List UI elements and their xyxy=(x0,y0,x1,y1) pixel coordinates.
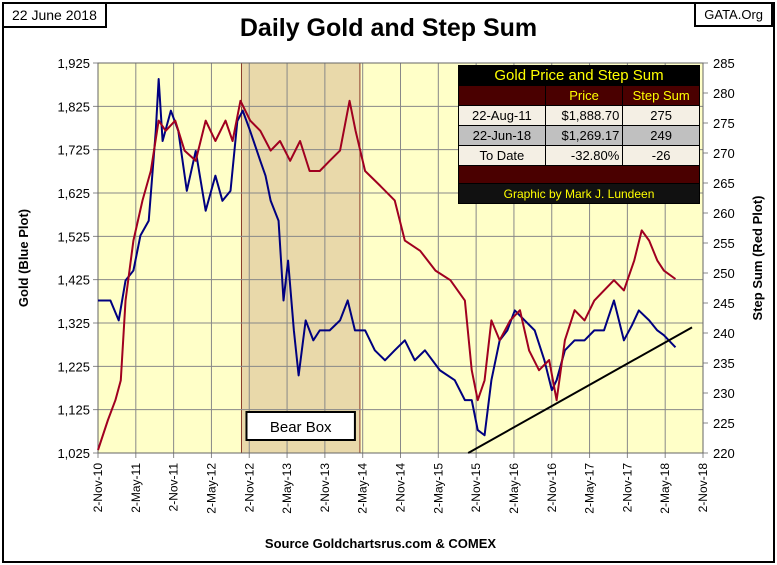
trend-line xyxy=(467,326,693,454)
y2-tick-label: 285 xyxy=(713,56,735,71)
x-tick-label: 2-Nov-17 xyxy=(620,463,634,513)
x-axis-label: Source Goldchartsrus.com & COMEX xyxy=(265,536,496,551)
y2-tick-label: 235 xyxy=(713,356,735,371)
x-tick-label: 2-May-18 xyxy=(658,463,672,514)
table-footer: Graphic by Mark J. Lundeen xyxy=(458,183,700,204)
y2-tick-label: 245 xyxy=(713,296,735,311)
y-axis-label: Gold (Blue Plot) xyxy=(16,209,31,307)
summary-table: Gold Price and Step Sum Price Step Sum 2… xyxy=(458,65,700,204)
cell: To Date xyxy=(458,145,546,166)
x-tick-label: 2-May-12 xyxy=(204,463,218,514)
y2-tick-label: 240 xyxy=(713,326,735,341)
step-sum-line xyxy=(97,99,677,451)
table-header-row: Price Step Sum xyxy=(458,85,700,106)
x-tick-label: 2-Nov-15 xyxy=(469,463,483,513)
cell: $1,269.17 xyxy=(544,125,624,146)
header-cell: Step Sum xyxy=(622,85,700,106)
table-row: 22-Aug-11 $1,888.70 275 xyxy=(458,105,700,126)
y-tick-label: 1,625 xyxy=(57,186,90,201)
x-tick-label: 2-Nov-12 xyxy=(242,463,256,513)
x-tick-label: 2-Nov-18 xyxy=(696,463,710,513)
table-row: 22-Jun-18 $1,269.17 249 xyxy=(458,125,700,146)
cell: 275 xyxy=(622,105,700,126)
y-tick-label: 1,225 xyxy=(57,359,90,374)
y2-tick-label: 280 xyxy=(713,86,735,101)
x-tick-label: 2-Nov-16 xyxy=(545,463,559,513)
bear-box-label-text: Bear Box xyxy=(270,419,332,436)
date-tag: 22 June 2018 xyxy=(2,2,107,28)
x-tick-label: 2-May-13 xyxy=(280,463,294,514)
plot-border xyxy=(97,62,704,454)
y-tick-label: 1,025 xyxy=(57,446,90,461)
y-tick-label: 1,325 xyxy=(57,316,90,331)
header-cell xyxy=(458,85,546,106)
spacer-row xyxy=(458,165,700,184)
cell: -26 xyxy=(622,145,700,166)
source-tag: GATA.Org xyxy=(694,2,773,27)
y2-tick-label: 270 xyxy=(713,146,735,161)
y-tick-label: 1,825 xyxy=(57,99,90,114)
x-tick-label: 2-Nov-13 xyxy=(318,463,332,513)
y-tick-label: 1,425 xyxy=(57,273,90,288)
x-tick-label: 2-Nov-11 xyxy=(167,463,181,512)
y2-axis-label: Step Sum (Red Plot) xyxy=(750,196,765,321)
cell: 22-Jun-18 xyxy=(458,125,546,146)
chart-title: Daily Gold and Step Sum xyxy=(239,14,538,42)
cell: 249 xyxy=(622,125,700,146)
x-tick-label: 2-Nov-10 xyxy=(91,463,105,513)
cell: -32.80% xyxy=(544,145,624,166)
y2-tick-label: 250 xyxy=(713,266,735,281)
y2-tick-label: 265 xyxy=(713,176,735,191)
x-tick-label: 2-May-14 xyxy=(356,463,370,514)
y2-tick-label: 275 xyxy=(713,116,735,131)
cell: $1,888.70 xyxy=(544,105,624,126)
y-tick-label: 1,525 xyxy=(57,229,90,244)
x-tick-label: 2-May-11 xyxy=(129,463,143,513)
y2-tick-label: 230 xyxy=(713,386,735,401)
bear-box-label-box xyxy=(245,411,356,441)
y-tick-label: 1,725 xyxy=(57,143,90,158)
y2-tick-label: 260 xyxy=(713,206,735,221)
x-tick-label: 2-May-17 xyxy=(583,463,597,514)
y2-tick-label: 255 xyxy=(713,236,735,251)
header-cell: Price xyxy=(544,85,624,106)
x-tick-label: 2-Nov-14 xyxy=(394,463,408,513)
y-tick-label: 1,125 xyxy=(57,403,90,418)
y2-tick-label: 225 xyxy=(713,416,735,431)
x-tick-label: 2-May-16 xyxy=(507,463,521,514)
x-tick-label: 2-May-15 xyxy=(431,463,445,514)
table-row: To Date -32.80% -26 xyxy=(458,145,700,166)
gold-line xyxy=(98,78,677,437)
y2-tick-label: 220 xyxy=(713,446,735,461)
y-tick-label: 1,925 xyxy=(57,56,90,71)
bear-box-label: Bear Box xyxy=(245,411,356,441)
cell: 22-Aug-11 xyxy=(458,105,546,126)
bear-box xyxy=(240,62,361,454)
table-title: Gold Price and Step Sum xyxy=(458,65,700,86)
